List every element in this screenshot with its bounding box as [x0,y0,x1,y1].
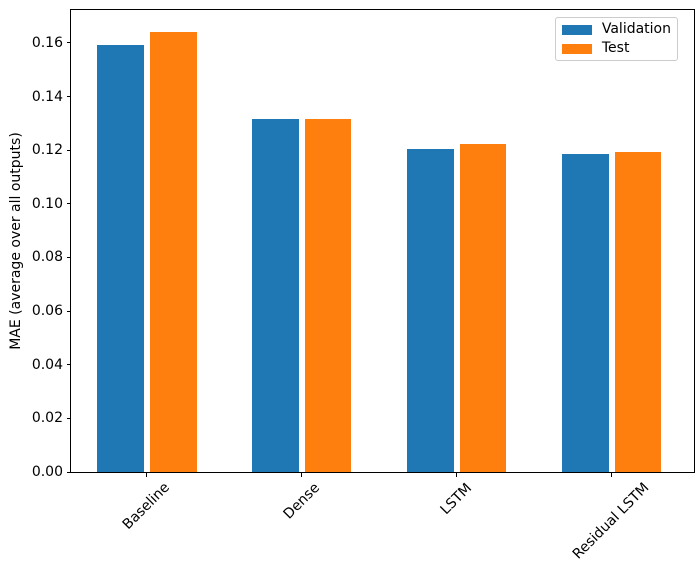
y-tick-label: 0.16 [31,34,63,51]
bar-validation-baseline [97,44,144,472]
x-tick-mark [301,473,303,477]
y-tick-mark [67,471,71,473]
bar-test-lstm [459,144,507,472]
y-tick-mark [67,310,71,312]
legend: Validation Test [554,17,678,61]
y-tick-mark [67,42,71,44]
bar-test-dense [305,119,352,472]
y-tick-mark [67,203,71,205]
y-tick-mark [67,149,71,151]
y-tick-label: 0.02 [31,410,63,427]
legend-entry-test: Test [561,40,671,56]
y-tick-mark [67,256,71,258]
y-tick-label: 0.14 [31,88,63,105]
legend-entry-validation: Validation [561,21,671,37]
y-tick-label: 0.04 [31,356,63,373]
y-tick-label: 0.10 [31,195,63,212]
bar-validation-dense [252,119,299,472]
x-tick-mark [456,473,458,477]
bar-test-baseline [150,32,197,472]
bar-test-residual-lstm [614,151,662,472]
x-tick-label-residual-lstm: Residual LSTM [570,480,653,563]
y-tick-mark [67,417,71,419]
x-tick-label-lstm: LSTM [437,479,476,518]
bar-validation-lstm [407,149,454,472]
x-tick-mark [611,473,613,477]
legend-label-validation: Validation [601,21,671,37]
y-tick-label: 0.00 [31,464,63,480]
test-color-swatch [561,43,592,54]
y-tick-mark [67,96,71,98]
bar-validation-residual-lstm [562,153,609,472]
validation-color-swatch [561,24,592,35]
legend-label-test: Test [601,40,630,56]
x-tick-mark [146,473,148,477]
y-tick-label: 0.12 [31,142,63,159]
x-tick-label-dense: Dense [280,479,323,523]
x-tick-label-baseline: Baseline [120,479,174,534]
y-tick-mark [67,364,71,366]
y-tick-label: 0.06 [31,303,63,320]
y-tick-label: 0.08 [31,249,63,266]
